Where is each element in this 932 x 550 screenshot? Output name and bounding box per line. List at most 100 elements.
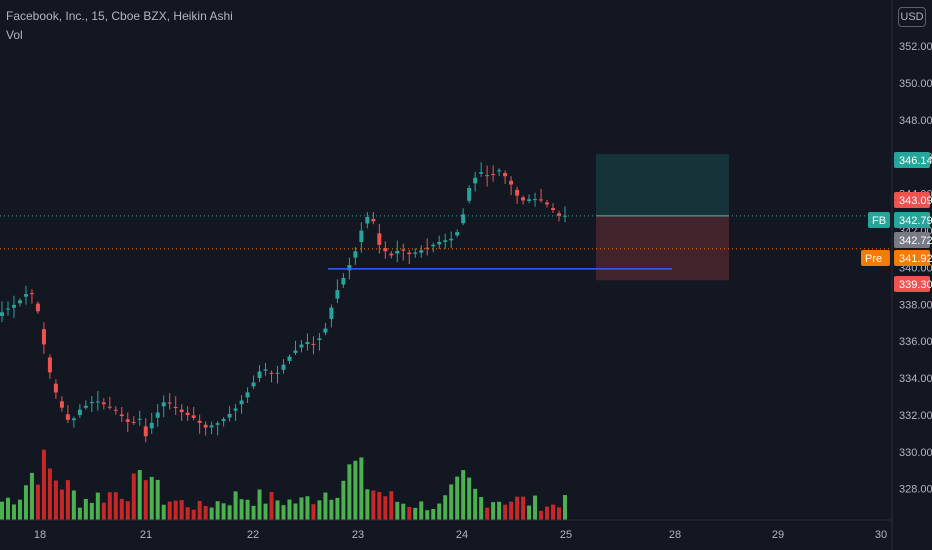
volume-bar xyxy=(437,503,442,520)
volume-bar xyxy=(557,507,562,520)
candle-body xyxy=(479,172,484,174)
candle-body xyxy=(509,180,514,185)
volume-bar xyxy=(275,500,280,520)
volume-bar xyxy=(125,501,130,520)
price-tag-value: 342.79 xyxy=(899,215,932,227)
candle-body xyxy=(413,252,418,254)
price-tag-last xyxy=(894,232,930,248)
candle-body xyxy=(227,414,232,418)
candle-body xyxy=(407,252,412,255)
candle-body xyxy=(161,402,166,407)
volume-bar xyxy=(143,480,148,520)
volume-bar xyxy=(383,496,388,520)
price-tag-label-box xyxy=(868,212,890,228)
target-zone xyxy=(596,154,729,216)
volume-bar xyxy=(389,491,394,520)
volume-bars xyxy=(0,449,567,520)
volume-bar xyxy=(521,496,526,520)
volume-bar xyxy=(137,470,142,520)
price-tick-label: 352.00 xyxy=(899,41,932,53)
candle-body xyxy=(443,240,448,242)
volume-bar xyxy=(263,503,268,520)
volume-bar xyxy=(443,495,448,520)
price-tag-down xyxy=(894,192,930,208)
volume-bar xyxy=(0,501,4,520)
candle-body xyxy=(29,293,34,295)
symbol-legend[interactable]: Facebook, Inc., 15, Cboe BZX, Heikin Ash… xyxy=(6,9,233,23)
volume-bar xyxy=(155,479,160,520)
candle-body xyxy=(35,303,40,312)
volume-bar xyxy=(401,503,406,520)
volume-bar xyxy=(233,491,238,520)
candle-body xyxy=(521,197,526,201)
candle-body xyxy=(197,420,202,423)
candle-body xyxy=(395,250,400,254)
volume-bar xyxy=(449,484,454,520)
time-tick-label: 30 xyxy=(875,529,887,541)
volume-bar xyxy=(467,477,472,520)
price-tick-label: 330.00 xyxy=(899,447,932,459)
volume-bar xyxy=(281,505,286,520)
volume-bar xyxy=(59,489,64,520)
volume-bar xyxy=(407,506,412,520)
volume-bar xyxy=(251,505,256,520)
candle-body xyxy=(293,350,298,353)
candle-body xyxy=(179,409,184,413)
candle-body xyxy=(77,409,82,416)
price-tag-pre xyxy=(894,250,930,266)
price-tag-value: 346.14 xyxy=(899,155,932,167)
price-tick-label: 336.00 xyxy=(899,336,932,348)
volume-bar xyxy=(413,507,418,520)
volume-bar xyxy=(131,473,136,520)
time-tick-label: 25 xyxy=(560,529,572,541)
candle-body xyxy=(0,312,4,316)
time-axis: 18 21 22 23 24 25 28 29 30 xyxy=(34,529,887,541)
candle-body xyxy=(323,328,328,333)
candle-body xyxy=(59,401,64,408)
candle-body xyxy=(65,414,70,420)
candle-body xyxy=(425,247,430,249)
candle-body xyxy=(233,408,238,411)
volume-bar xyxy=(167,501,172,520)
volume-bar xyxy=(533,495,538,520)
candle-body xyxy=(533,199,538,201)
candle-body xyxy=(257,371,262,378)
volume-bar xyxy=(11,504,16,520)
volume-bar xyxy=(287,499,292,520)
volume-bar xyxy=(527,505,532,520)
time-tick-label: 28 xyxy=(669,529,681,541)
currency-button[interactable]: USD xyxy=(898,7,926,27)
candle-body xyxy=(137,418,142,420)
candle-body xyxy=(239,400,244,405)
candle-body xyxy=(311,343,316,345)
candle-body xyxy=(389,253,394,256)
volume-legend[interactable]: Vol xyxy=(6,28,23,42)
candle-body xyxy=(41,329,46,345)
candle-body xyxy=(5,308,10,310)
candle-body xyxy=(449,238,454,241)
candle-body xyxy=(251,382,256,387)
time-tick-label: 22 xyxy=(247,529,259,541)
volume-bar xyxy=(299,497,304,520)
candle-body xyxy=(155,412,160,418)
price-tag-target xyxy=(894,152,930,168)
price-tag-label: FB xyxy=(872,215,886,227)
volume-bar xyxy=(485,507,490,520)
volume-bar xyxy=(203,505,208,520)
volume-bar xyxy=(53,480,58,520)
stop-zone xyxy=(596,215,729,281)
volume-bar xyxy=(335,497,340,520)
volume-bar xyxy=(509,501,514,520)
volume-bar xyxy=(239,499,244,520)
candle-body xyxy=(371,218,376,222)
volume-bar xyxy=(479,496,484,520)
candle-body xyxy=(437,241,442,245)
volume-bar xyxy=(227,505,232,520)
candle-body xyxy=(71,418,76,421)
volume-bar xyxy=(455,476,460,520)
candle-body xyxy=(101,402,106,405)
volume-bar xyxy=(353,460,358,520)
candle-body xyxy=(455,232,460,236)
volume-bar xyxy=(65,480,70,520)
